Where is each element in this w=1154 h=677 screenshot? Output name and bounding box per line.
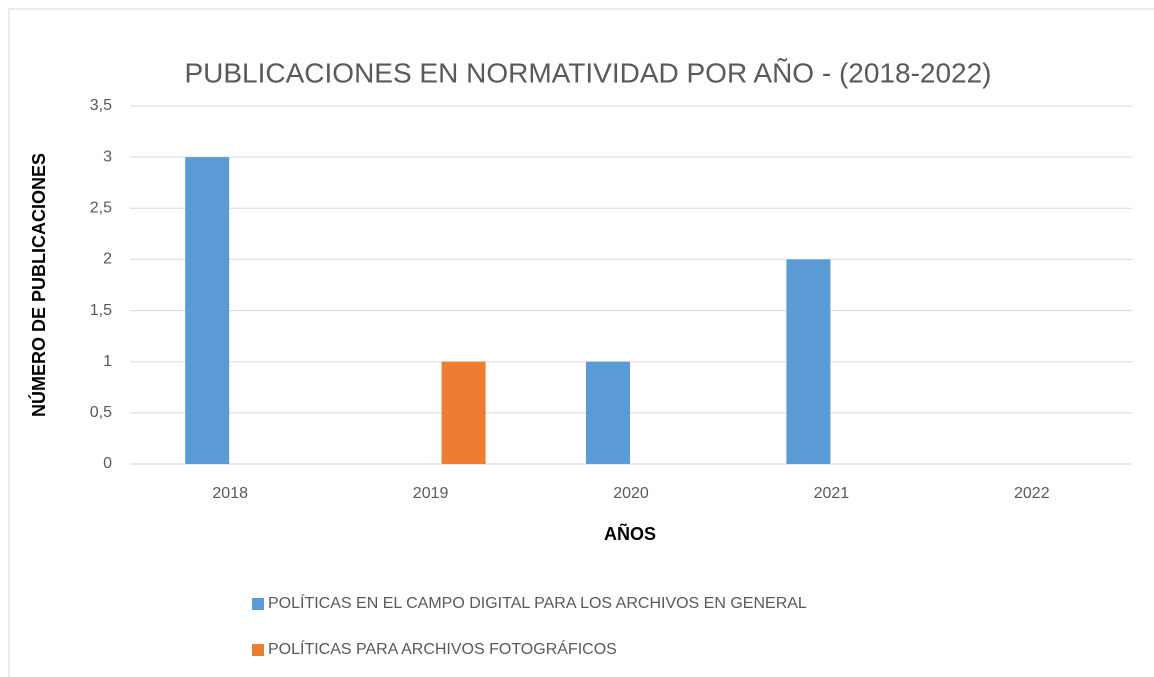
y-tick-label: 1,5	[90, 302, 112, 319]
y-tick-label: 0	[103, 455, 112, 472]
x-tick-label: 2020	[613, 485, 649, 502]
chart-border	[8, 8, 1154, 677]
bar	[586, 361, 630, 464]
legend-swatch	[252, 598, 264, 610]
chart-title: PUBLICACIONES EN NORMATIVIDAD POR AÑO - …	[184, 57, 991, 88]
legend-swatch	[252, 644, 264, 656]
y-tick-label: 1	[103, 353, 112, 370]
y-tick-label: 3	[103, 148, 112, 165]
x-tick-label: 2021	[814, 485, 850, 502]
legend-label: POLÍTICAS PARA ARCHIVOS FOTOGRÁFICOS	[268, 639, 617, 658]
y-tick-label: 3,5	[90, 97, 112, 114]
legend-label: POLÍTICAS EN EL CAMPO DIGITAL PARA LOS A…	[268, 593, 807, 612]
x-tick-label: 2022	[1014, 485, 1050, 502]
x-tick-label: 2018	[212, 485, 248, 502]
x-axis-label: AÑOS	[604, 523, 656, 544]
bar	[786, 259, 831, 464]
y-axis-label: NÚMERO DE PUBLICACIONES	[28, 153, 49, 417]
x-tick-label: 2019	[413, 485, 449, 502]
y-tick-label: 2	[103, 251, 112, 268]
y-tick-label: 0,5	[90, 404, 112, 421]
y-tick-label: 2,5	[90, 200, 112, 217]
bar	[185, 157, 230, 464]
bar	[441, 361, 486, 464]
